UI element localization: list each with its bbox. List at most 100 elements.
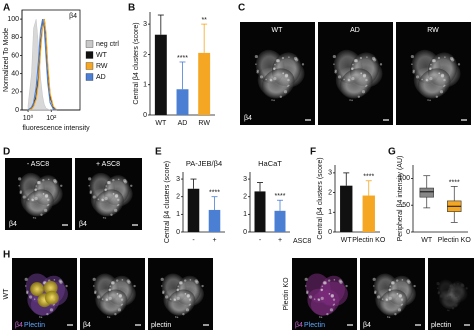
speckle [439, 294, 443, 298]
stain-label: plectin [431, 322, 451, 329]
y-tick-label: 3 [143, 21, 147, 28]
y-tick-label: 2 [328, 189, 332, 196]
speckle [160, 277, 164, 281]
speckle [254, 54, 258, 59]
speckle [108, 296, 112, 300]
speckle [394, 312, 397, 316]
speckle [97, 295, 101, 299]
cell [24, 273, 68, 319]
speckle [53, 279, 56, 281]
speckle [169, 298, 172, 300]
stain-label: β4 [9, 221, 17, 228]
speckle [457, 63, 461, 66]
speckle [259, 75, 264, 79]
stain-label: β4 [79, 221, 87, 228]
speckle [279, 95, 283, 98]
speckle [60, 184, 63, 187]
speckle [110, 213, 113, 216]
x-tick-label: - [259, 237, 262, 244]
speckle [411, 63, 413, 66]
speckle [194, 279, 198, 283]
speckle [333, 279, 336, 281]
speckle [105, 298, 109, 302]
speckle [120, 298, 124, 301]
speckle [448, 309, 450, 312]
significance: **** [275, 193, 286, 200]
speckle [457, 300, 459, 303]
speckle [288, 56, 290, 58]
stain-label: β4 [363, 322, 371, 329]
speckle [176, 296, 180, 300]
speckle [362, 73, 367, 77]
panel-label: E [155, 147, 162, 158]
speckle [281, 56, 285, 60]
significance: ** [201, 17, 207, 24]
speckle [40, 316, 43, 319]
speckle [337, 75, 342, 79]
speckle [304, 285, 307, 287]
speckle [365, 84, 368, 87]
speckle [294, 56, 298, 61]
speckle [165, 295, 169, 299]
speckle [29, 295, 33, 299]
row-label: WT [3, 288, 10, 300]
speckle [88, 184, 91, 187]
speckle [46, 312, 49, 316]
speckle [321, 285, 324, 288]
speckle [451, 307, 455, 310]
y-tick-label: 0 [328, 229, 332, 236]
speckle [47, 178, 50, 181]
stain-label: Plectin [24, 322, 45, 329]
y-tick-label: 0 [143, 112, 147, 119]
speckle [440, 73, 445, 77]
speckle [415, 75, 420, 79]
x-tick-label: Plectin KO [438, 237, 472, 244]
speckle [456, 296, 459, 300]
speckle [184, 279, 187, 282]
speckle [385, 298, 389, 302]
y-tick-label: 100 [7, 16, 19, 23]
y-axis-label: Central β4 clusters (score) [164, 161, 171, 243]
image-label: AD [350, 27, 360, 34]
speckle [106, 180, 111, 185]
speckle [349, 99, 351, 101]
significance: **** [177, 55, 188, 62]
x-tick-label: Plectin KO [352, 237, 386, 244]
y-tick-label: 2 [143, 51, 147, 58]
speckle [110, 281, 115, 285]
significance: **** [209, 190, 220, 197]
speckle [24, 285, 27, 287]
speckle [283, 90, 288, 94]
speckle [112, 192, 115, 195]
speckle [92, 285, 95, 287]
speckle [53, 178, 57, 183]
speckle [320, 288, 323, 292]
speckle [453, 292, 456, 295]
speckle [275, 59, 279, 63]
speckle [34, 188, 37, 192]
bar [254, 191, 266, 232]
speckle [401, 279, 404, 281]
image-label: + ASC8 [96, 161, 120, 168]
y-tick-label: 80 [11, 34, 19, 41]
speckle [185, 308, 190, 312]
speckle [126, 279, 130, 283]
y-tick-label: 0 [243, 229, 247, 236]
y-axis-label: Central β4 clusters (score) [317, 157, 324, 239]
speckle [47, 203, 50, 206]
speckle [301, 63, 305, 66]
speckle [453, 283, 456, 286]
speckle [333, 303, 336, 306]
y-tick-label: 40 [11, 70, 19, 77]
chart-title: PA-JEB/β4 [186, 159, 222, 168]
cell [332, 49, 383, 102]
speckle [101, 198, 105, 202]
speckle [322, 281, 327, 285]
speckle [36, 180, 41, 185]
legend-swatch [85, 73, 94, 81]
stain-label: Plectin [304, 322, 325, 329]
speckle [398, 293, 402, 298]
legend-swatch [85, 40, 94, 48]
speckle [270, 79, 273, 82]
speckle [326, 312, 329, 316]
